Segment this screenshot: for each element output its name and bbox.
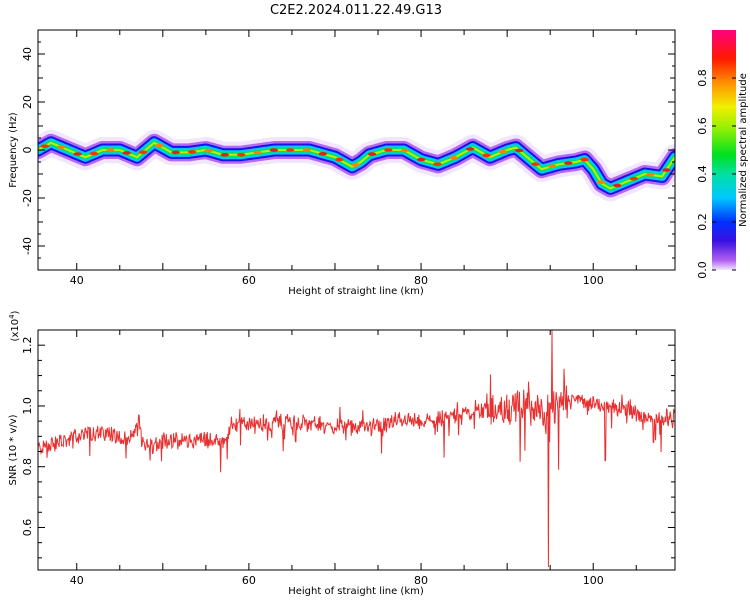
ridge-peak (580, 157, 589, 162)
ridge-peak (237, 152, 246, 157)
colorbar-tick-label: 0.4 (696, 165, 709, 183)
x-tick-label: 40 (70, 274, 84, 287)
ridge-peak (531, 162, 540, 166)
ridge-peak (433, 162, 442, 166)
colorbar-label: Normalized spectral amplitude (738, 73, 749, 227)
ridge-peak (106, 148, 115, 152)
ridge-peak (547, 164, 557, 169)
ridge-peak (302, 148, 311, 152)
ridge-peak (318, 152, 328, 156)
ridge-peak (416, 157, 426, 162)
snr-x-tick-labels: 40 60 80 100 (70, 574, 604, 587)
y-tick-label: -20 (21, 189, 34, 207)
ridge-peak (73, 152, 82, 156)
snr-series-line (38, 330, 675, 568)
y-tick-label: 40 (21, 47, 34, 61)
snr-y-multiplier-exp: 4 (8, 314, 16, 319)
x-tick-label: 80 (414, 574, 428, 587)
ridge-peak (269, 148, 279, 152)
ridge-peak (204, 148, 213, 153)
ridge-peak (286, 148, 295, 152)
x-tick-label: 100 (583, 574, 604, 587)
ridge-peak (155, 143, 164, 148)
ridge-peak (662, 168, 671, 172)
ridge-peak (57, 145, 66, 149)
ridge-peak (629, 176, 638, 181)
snr-y-multiplier-open: (x10 (10, 319, 21, 342)
spectrogram-ridge (38, 129, 675, 202)
colorbar-tick-label: 0.6 (696, 117, 709, 135)
ridge-peak (220, 153, 229, 157)
colorbar-tick-label: 0.8 (696, 69, 709, 87)
ridge-peak (498, 150, 507, 154)
ridge-peak (465, 147, 475, 151)
colorbar-tick-label: 0.2 (696, 213, 709, 231)
ridge-peak (515, 148, 524, 153)
y-tick-label: 0 (21, 147, 34, 154)
x-tick-label: 100 (583, 274, 604, 287)
ridge-peak (89, 151, 99, 156)
snr-y-multiplier: (x104) (8, 310, 21, 341)
y-tick-label: 1.2 (21, 336, 34, 354)
ridge-peak (335, 157, 344, 162)
snr-y-axis-label: SNR (10 * v/v) (8, 414, 19, 485)
chart-title: C2E2.2024.011.22.49.G13 (270, 3, 442, 18)
ridge-peak (40, 144, 50, 148)
snr-frame (37, 329, 676, 571)
y-tick-label: 0.8 (21, 458, 34, 476)
snr-panel: 40 60 80 100 1.2 1.0 0.8 0.6 Height of straigh… (8, 310, 676, 597)
ridge-peak (138, 150, 148, 154)
ridge-peak (384, 148, 393, 152)
spectrogram-panel: 40 60 80 100 40 20 0 -20 -40 Height of straight… (8, 29, 676, 297)
colorbar: 0.0 0.2 0.4 0.6 0.8 Normalized spectral ampl… (696, 30, 749, 279)
ridge-peak (351, 163, 360, 167)
ridge-peak (187, 150, 197, 154)
x-tick-label: 40 (70, 574, 84, 587)
ridge-peak (253, 150, 262, 155)
snr-x-axis-label: Height of straight line (km) (288, 586, 424, 597)
spectrogram-ticks (38, 29, 675, 271)
x-tick-label: 60 (242, 574, 256, 587)
x-tick-label: 80 (414, 274, 428, 287)
snr-y-multiplier-close: ) (10, 310, 21, 314)
colorbar-tick-label: 0.0 (696, 261, 709, 279)
spectrogram-y-tick-labels: 40 20 0 -20 -40 (21, 47, 34, 255)
y-tick-label: 1.0 (21, 397, 34, 415)
y-tick-label: -40 (21, 237, 34, 255)
ridge-peak (564, 161, 573, 165)
spectrogram-y-axis-label: Frequency (Hz) (8, 112, 19, 188)
y-tick-label: 20 (21, 95, 34, 109)
ridge-peak (122, 151, 131, 155)
spectrogram-x-axis-label: Height of straight line (km) (288, 286, 424, 297)
snr-ticks (38, 329, 675, 570)
colorbar-ticks: 0.0 0.2 0.4 0.6 0.8 (696, 69, 736, 279)
ridge-peak (449, 156, 458, 160)
snr-y-tick-labels: 1.2 1.0 0.8 0.6 (21, 336, 34, 536)
y-tick-label: 0.6 (21, 519, 34, 537)
ridge-peak (613, 183, 622, 188)
colorbar-gradient (712, 30, 736, 270)
x-tick-label: 60 (242, 274, 256, 287)
ridge-peak (367, 152, 377, 156)
ridge-peak (400, 148, 409, 153)
ridge-peak (596, 180, 606, 184)
ridge-peak (482, 153, 491, 158)
ridge-peak (645, 172, 655, 177)
ridge-peak (171, 150, 180, 155)
spectrogram-x-tick-labels: 40 60 80 100 (70, 274, 604, 287)
